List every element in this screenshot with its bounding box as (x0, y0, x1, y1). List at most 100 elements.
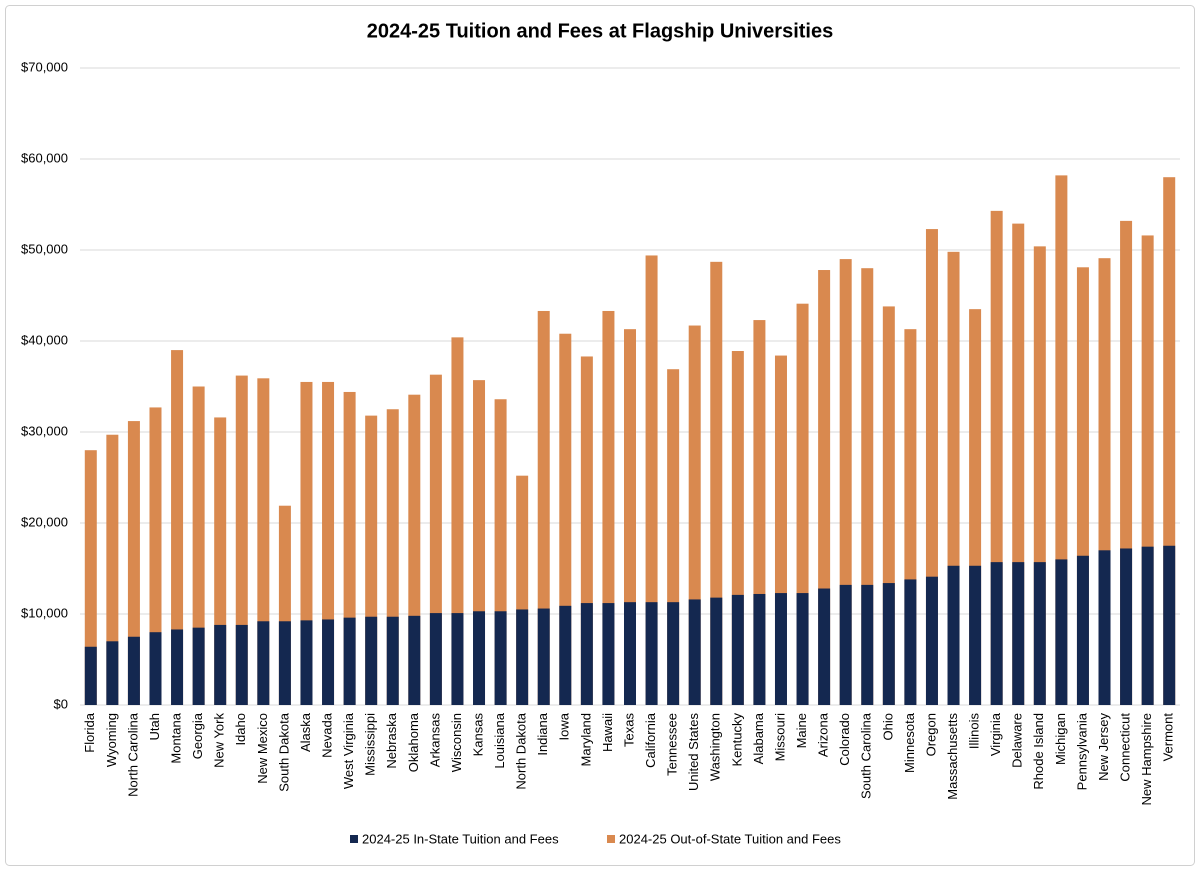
bar (839, 584, 852, 705)
bar (106, 434, 119, 705)
bar (1055, 559, 1068, 705)
y-tick-label: $0 (54, 696, 68, 711)
x-tick-label: North Carolina (125, 712, 140, 797)
bar (624, 602, 636, 705)
x-tick-label: Florida (82, 712, 97, 753)
chart-title: 2024-25 Tuition and Fees at Flagship Uni… (367, 20, 833, 42)
bar (1120, 548, 1133, 705)
bar (473, 611, 486, 705)
x-tick-label: Washington (708, 713, 723, 781)
x-tick-label: Michigan (1053, 713, 1068, 765)
bar (386, 616, 399, 705)
bar (925, 576, 938, 705)
bar (710, 261, 723, 705)
bar (1098, 550, 1111, 705)
x-tick-label: Kansas (470, 713, 485, 757)
y-tick-label: $10,000 (21, 605, 68, 620)
x-tick-label: Missouri (772, 713, 787, 762)
bar (796, 593, 809, 705)
x-tick-label: Wyoming (104, 713, 119, 767)
bar (1163, 545, 1176, 705)
bar (688, 599, 701, 705)
bar (1141, 546, 1154, 705)
bar (451, 613, 464, 705)
bar (667, 602, 680, 705)
bar (257, 621, 270, 705)
bar (645, 602, 658, 705)
x-tick-label: Georgia (190, 712, 205, 759)
bar (537, 310, 550, 705)
bar (969, 565, 982, 705)
bar (947, 565, 960, 705)
x-tick-label: Massachusetts (945, 713, 960, 800)
x-tick-label: Rhode Island (1031, 713, 1046, 790)
bar (149, 407, 162, 705)
x-tick-label: Oregon (923, 713, 938, 756)
x-tick-label: Maryland (578, 713, 593, 766)
legend-swatch (350, 835, 358, 843)
bar (322, 619, 335, 705)
x-tick-label: Virginia (988, 712, 1003, 756)
x-tick-label: New York (212, 713, 227, 768)
x-tick-label: United States (686, 713, 701, 792)
bar (149, 632, 162, 705)
legend-label: 2024-25 In-State Tuition and Fees (362, 831, 559, 846)
x-tick-label: Texas (621, 713, 636, 747)
bar (904, 579, 917, 705)
x-tick-label: Maine (794, 713, 809, 748)
bar (171, 629, 184, 705)
legend-label: 2024-25 Out-of-State Tuition and Fees (619, 831, 841, 846)
bar (731, 594, 744, 705)
x-tick-label: Mississippi (363, 713, 378, 776)
y-tick-label: $60,000 (21, 150, 68, 165)
bar (753, 593, 766, 705)
x-tick-label: West Virginia (341, 712, 356, 789)
bar (818, 588, 831, 705)
x-tick-label: Colorado (837, 713, 852, 766)
x-tick-label: Oklahoma (406, 712, 421, 772)
x-tick-label: Arizona (816, 712, 831, 757)
bar (300, 620, 313, 705)
bar (537, 608, 550, 705)
bar (559, 605, 572, 705)
bar (580, 603, 593, 705)
x-tick-label: Idaho (233, 713, 248, 746)
x-tick-label: New Hampshire (1139, 713, 1154, 805)
x-tick-label: Iowa (557, 712, 572, 740)
bar (645, 255, 658, 705)
x-tick-label: New Jersey (1096, 713, 1111, 781)
bar (235, 624, 248, 705)
bar (1076, 555, 1089, 705)
x-tick-label: Illinois (967, 713, 982, 750)
x-tick-label: Montana (168, 712, 183, 763)
x-tick-label: Alaska (298, 712, 313, 752)
bar (192, 386, 205, 705)
x-tick-label: Pennsylvania (1074, 712, 1089, 790)
y-tick-label: $50,000 (21, 241, 68, 256)
bar (235, 375, 248, 705)
x-tick-label: Nebraska (384, 712, 399, 768)
bar (192, 627, 205, 705)
x-tick-label: Minnesota (902, 712, 917, 773)
legend-swatch (607, 835, 615, 843)
bar (408, 615, 421, 705)
bar (365, 616, 378, 705)
bar (84, 646, 97, 705)
bar (84, 450, 97, 705)
x-tick-label: Wisconsin (449, 713, 464, 772)
x-tick-label: California (643, 712, 658, 768)
bar (516, 609, 529, 705)
x-tick-label: Indiana (535, 712, 550, 755)
bar (602, 603, 615, 705)
y-tick-label: $30,000 (21, 423, 68, 438)
bar (127, 421, 140, 705)
x-tick-label: Alabama (751, 712, 766, 764)
bar (1033, 562, 1046, 705)
x-tick-label: Nevada (319, 712, 334, 758)
x-tick-label: North Dakota (514, 712, 529, 789)
bar (171, 350, 184, 705)
x-tick-label: South Dakota (276, 712, 291, 792)
bar (494, 611, 507, 705)
bar (214, 624, 227, 705)
